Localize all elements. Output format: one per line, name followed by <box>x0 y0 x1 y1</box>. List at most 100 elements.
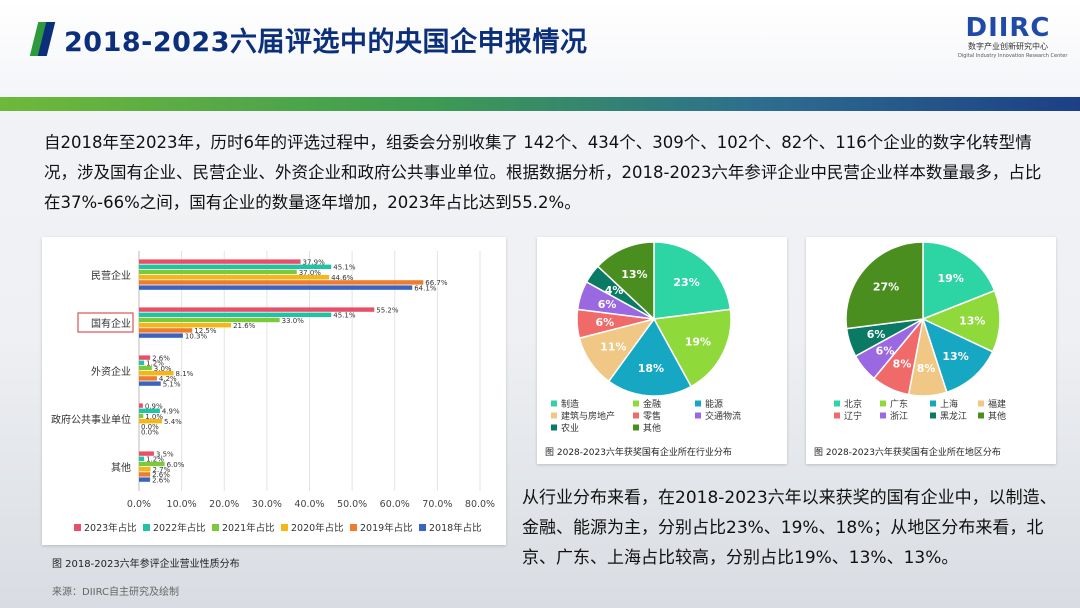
bar <box>139 360 145 365</box>
legend-swatch <box>551 424 557 431</box>
legend-label: 2022年占比 <box>153 522 206 534</box>
x-tick-label: 80.0% <box>465 499 495 510</box>
bar-value-label: 2.6% <box>152 354 170 362</box>
legend-label: 2021年占比 <box>222 522 275 534</box>
bar <box>139 413 144 419</box>
bar-value-label: 2.7% <box>153 466 171 474</box>
bar-value-label: 45.1% <box>333 264 356 272</box>
bar-chart-caption: 图 2018-2023六年参评企业营业性质分布 <box>52 559 240 570</box>
bar-value-label: 0.0% <box>141 423 159 431</box>
page-title: 2018-2023六届评选中的央国企申报情况 <box>64 27 588 58</box>
legend-label: 其他 <box>988 410 1006 422</box>
legend-swatch <box>978 412 984 419</box>
bar <box>139 269 297 275</box>
x-tick-label: 70.0% <box>422 499 452 510</box>
category-label: 其他 <box>111 461 131 474</box>
pie-value-label: 23% <box>673 276 699 289</box>
bar-value-label: 66.7% <box>425 279 448 287</box>
legend-swatch <box>74 524 81 531</box>
bar-value-label: 2.6% <box>152 471 170 479</box>
pie-value-label: 13% <box>942 350 968 363</box>
legend-label: 2023年占比 <box>84 522 137 534</box>
legend-swatch <box>695 400 701 407</box>
bar-value-label: 1.0% <box>145 413 163 421</box>
legend-swatch <box>930 412 936 419</box>
bar-value-label: 33.0% <box>282 317 305 325</box>
pie-value-label: 8% <box>917 362 936 375</box>
bar-value-label: 12.5% <box>194 327 217 335</box>
bar-value-label: 5.4% <box>164 418 182 426</box>
bar-value-label: 5.1% <box>163 380 181 388</box>
legend-label: 零售 <box>643 410 661 422</box>
bar <box>139 477 151 482</box>
bar <box>139 307 375 312</box>
pie-value-label: 19% <box>685 335 711 348</box>
legend-swatch <box>834 412 840 419</box>
legend-label: 2020年占比 <box>291 522 344 534</box>
pie-value-label: 27% <box>873 280 899 293</box>
category-label: 政府公共事业单位 <box>51 413 131 426</box>
pie-slice <box>652 308 732 388</box>
pie-slice <box>607 317 693 397</box>
category-label: 外资企业 <box>91 365 131 378</box>
bar-value-label: 0.0% <box>141 428 159 436</box>
bar <box>139 456 145 461</box>
pie-value-label: 6% <box>595 316 614 329</box>
bar-chart: 0.0% 10.0% 20.0% 30.0% 40.0% 50.0% 60.0% 70.0% 8… <box>51 251 495 534</box>
pie-value-label: 6% <box>876 344 895 357</box>
legend-swatch <box>880 412 886 419</box>
bar-value-label: 44.6% <box>331 274 354 282</box>
bar <box>139 264 332 269</box>
x-tick-label: 30.0% <box>252 499 282 510</box>
bar <box>139 275 330 280</box>
bar-value-label: 6.0% <box>167 461 185 469</box>
x-tick-label: 10.0% <box>167 499 197 510</box>
legend-label: 制造 <box>561 398 579 410</box>
bar <box>139 365 152 371</box>
pie-caption: 图 2028-2023六年获奖国有企业所在地区分布 <box>814 446 1001 458</box>
bar <box>139 285 413 290</box>
pie-value-label: 13% <box>621 268 647 281</box>
pie-value-label: 6% <box>598 298 617 311</box>
pie-value-label: 13% <box>959 315 985 328</box>
x-tick-label: 50.0% <box>337 499 367 510</box>
diirc-logo: DIIRC 数字产业创新研究中心 Digital Industry Innova… <box>958 14 1067 60</box>
x-tick-label: 0.0% <box>127 499 151 510</box>
bar <box>139 371 174 376</box>
x-tick-label: 60.0% <box>380 499 410 510</box>
legend-swatch <box>551 400 557 407</box>
category-highlight-box <box>77 312 134 333</box>
bar <box>139 333 183 338</box>
legend-swatch <box>834 400 840 407</box>
legend-swatch <box>551 412 557 419</box>
header-bar: 2018-2023六届评选中的央国企申报情况 DIIRC 数字产业创新研究中心 … <box>0 0 1080 96</box>
pie-value-label: 19% <box>938 272 964 285</box>
bar-value-label: 37.0% <box>299 269 322 277</box>
pie-slice <box>653 241 732 320</box>
pie-caption: 图 2028-2023六年获奖国有企业所在行业分布 <box>545 446 732 458</box>
pie-value-label: 18% <box>638 362 664 375</box>
bar-value-label: 8.1% <box>176 370 194 378</box>
legend-swatch <box>212 524 219 531</box>
legend-label: 北京 <box>844 398 862 410</box>
bar <box>139 323 232 328</box>
x-tick-label: 40.0% <box>294 499 324 510</box>
bar <box>139 408 160 413</box>
bar-value-label: 1.2% <box>146 360 164 368</box>
bar-value-label: 10.3% <box>185 332 208 340</box>
legend-label: 福建 <box>988 398 1006 410</box>
bar-value-label: 37.9% <box>303 258 326 266</box>
x-tick-label: 20.0% <box>209 499 239 510</box>
legend-swatch <box>633 424 639 431</box>
bar <box>139 355 151 360</box>
pie-value-label: 11% <box>600 341 626 354</box>
legend-label: 2019年占比 <box>360 522 413 534</box>
legend-label: 2018年占比 <box>429 522 482 534</box>
legend-label: 建筑与房地产 <box>561 410 615 422</box>
legend-swatch <box>978 400 984 407</box>
bar <box>139 280 424 285</box>
legend-swatch <box>930 400 936 407</box>
legend-swatch <box>695 412 701 419</box>
pie-slice <box>922 241 996 321</box>
